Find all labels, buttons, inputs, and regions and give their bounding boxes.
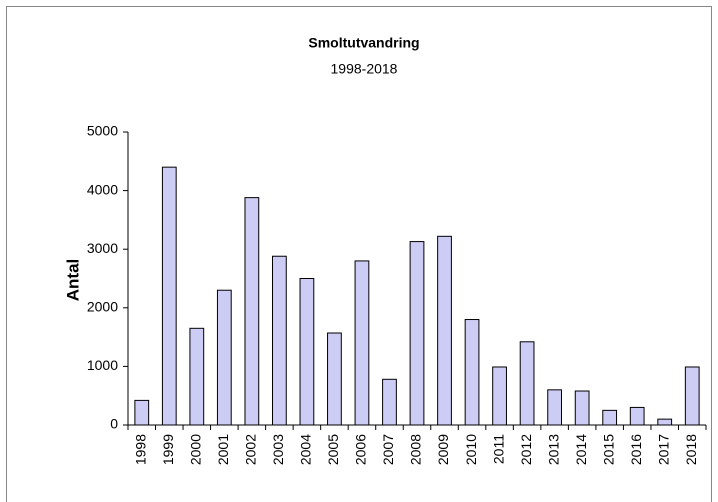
- y-tick-label: 1000: [87, 357, 118, 373]
- x-tick-label: 2011: [490, 434, 506, 464]
- bar: [189, 327, 205, 426]
- x-tick-label: 2014: [573, 434, 589, 465]
- bar: [629, 406, 645, 426]
- x-tick-label: 2004: [298, 434, 314, 465]
- bar: [299, 278, 315, 426]
- chart-subtitle: 1998-2018: [331, 61, 398, 77]
- x-tick-label: 2000: [188, 434, 204, 465]
- bar: [382, 378, 397, 426]
- bar: [547, 389, 563, 426]
- x-tick-label: 2007: [380, 434, 396, 465]
- bar: [464, 319, 480, 426]
- bar: [272, 255, 287, 426]
- bar: [161, 166, 177, 426]
- y-tick-label: 5000: [87, 123, 118, 139]
- bar: [134, 399, 150, 426]
- x-tick-label: 2017: [655, 434, 671, 465]
- x-tick-label: 2010: [463, 434, 479, 465]
- x-tick-label: 2008: [408, 434, 424, 465]
- bar: [574, 390, 590, 426]
- bar: [492, 366, 507, 426]
- x-tick-label: 2005: [325, 434, 341, 465]
- bar: [244, 197, 260, 426]
- x-tick-label: 2015: [600, 434, 616, 465]
- bar: [684, 366, 700, 426]
- bar: [409, 241, 425, 426]
- chart-title: Smoltutvandring: [308, 35, 419, 51]
- x-tick-label: 2002: [243, 434, 259, 465]
- x-tick-label: 2001: [215, 434, 231, 465]
- x-tick-label: 1999: [160, 434, 176, 465]
- x-tick-label: 2012: [518, 434, 534, 465]
- y-tick-label: 2000: [87, 299, 118, 315]
- x-tick-label: 1998: [132, 434, 148, 465]
- x-tick-label: 2003: [270, 434, 286, 465]
- bar: [519, 341, 535, 426]
- x-tick-label: 2018: [683, 434, 699, 465]
- bar: [657, 418, 673, 426]
- y-tick-label: 0: [110, 416, 118, 432]
- x-tick-label: 2006: [353, 434, 369, 465]
- bar: [216, 289, 232, 426]
- bar: [354, 260, 370, 426]
- bar: [327, 332, 342, 426]
- x-tick-label: 2013: [545, 434, 561, 465]
- y-tick-label: 3000: [87, 240, 118, 256]
- bar: [437, 235, 452, 426]
- y-axis-label: Antal: [63, 259, 82, 302]
- x-tick-label: 2016: [628, 434, 644, 465]
- x-tick-label: 2009: [435, 434, 451, 465]
- y-tick-label: 4000: [87, 181, 118, 197]
- bar: [602, 409, 618, 426]
